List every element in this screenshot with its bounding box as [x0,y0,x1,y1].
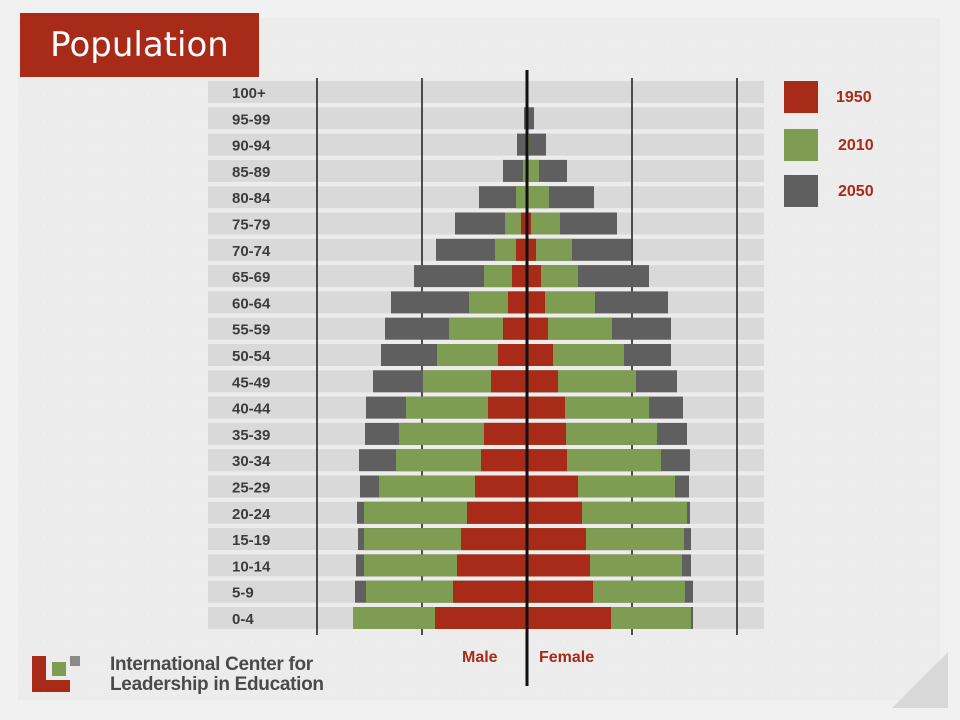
bar-1950-female-45-49 [527,370,558,393]
bar-1950-male-45-49 [491,370,527,393]
bar-1950-female-70-74 [527,238,536,261]
age-group-label: 75-79 [232,217,270,234]
bar-1950-male-5-9 [453,580,527,603]
bar-1950-male-55-59 [503,317,527,340]
bar-1950-female-65-69 [527,265,541,288]
legend-label-2010: 2010 [838,137,874,154]
bar-1950-female-30-34 [527,449,567,472]
logo-text-line1: International Center for [110,654,313,675]
age-group-label: 65-69 [232,269,270,286]
age-group-label: 100+ [232,85,266,102]
bar-1950-female-25-29 [527,475,578,498]
bar-1950-male-30-34 [481,449,527,472]
male-axis-label: Male [462,649,498,666]
bar-1950-female-35-39 [527,422,566,445]
bar-1950-female-10-14 [527,554,590,577]
bar-1950-male-10-14 [457,554,527,577]
title-banner: Population [20,13,259,77]
row-band [208,159,764,182]
bar-1950-male-70-74 [516,238,527,261]
bar-1950-female-0-4 [527,607,611,629]
legend-label-2050: 2050 [838,183,874,200]
age-group-label: 85-89 [232,164,270,181]
bar-1950-male-25-29 [475,475,527,498]
bar-2010-female-55-59 [527,317,612,340]
bar-1950-male-60-64 [508,291,527,314]
legend-swatch-1950 [784,81,818,113]
age-group-label: 0-4 [232,611,254,628]
bar-1950-female-20-24 [527,501,582,524]
organization-logo: International Center for Leadership in E… [30,654,324,696]
bar-1950-female-50-54 [527,344,553,366]
bar-2050-male-80-84 [479,186,527,209]
age-group-label: 30-34 [232,453,271,470]
bar-2050-female-95-99 [527,107,534,130]
bar-2010-female-75-79 [527,212,560,235]
age-group-label: 80-84 [232,190,271,207]
age-group-label: 5-9 [232,585,254,602]
bar-1950-male-0-4 [435,607,527,629]
bar-2010-male-80-84 [516,186,527,209]
bar-1950-female-55-59 [527,317,548,340]
age-group-label: 15-19 [232,532,270,549]
age-group-label: 55-59 [232,322,270,339]
age-group-label: 50-54 [232,348,271,365]
legend-label-1950: 1950 [836,89,872,106]
bar-1950-male-50-54 [498,344,527,366]
logo-mark-icon [32,656,80,692]
logo-text-line2: Leadership in Education [110,674,324,695]
age-group-label: 20-24 [232,506,271,523]
bar-2010-female-85-89 [527,159,539,182]
bar-2050-female-90-94 [527,133,546,156]
age-group-label: 10-14 [232,558,271,575]
age-group-label: 90-94 [232,138,271,155]
bar-1950-male-20-24 [467,501,527,524]
row-band [208,133,764,156]
bar-1950-male-65-69 [512,265,527,288]
age-group-label: 60-64 [232,295,271,312]
page-corner-decoration [892,652,948,708]
age-group-label: 25-29 [232,480,270,497]
slide-title: Population [50,25,229,65]
bar-2010-male-85-89 [523,159,527,182]
legend-swatch-2050 [784,175,818,207]
row-band [208,81,764,103]
bar-1950-male-40-44 [488,396,527,419]
age-group-label: 70-74 [232,243,271,260]
bar-1950-female-60-64 [527,291,545,314]
bar-1950-male-35-39 [484,422,527,445]
age-group-label: 45-49 [232,374,270,391]
bar-1950-male-15-19 [461,528,527,551]
bar-2050-male-90-94 [517,133,527,156]
bar-2010-female-80-84 [527,186,549,209]
age-group-label: 40-44 [232,401,271,418]
bar-1950-female-75-79 [527,212,531,235]
bar-1950-female-40-44 [527,396,565,419]
bar-2050-male-85-89 [503,159,527,182]
female-axis-label: Female [539,649,595,666]
age-group-label: 95-99 [232,111,270,128]
bar-1950-female-15-19 [527,528,586,551]
bar-2010-female-70-74 [527,238,572,261]
bar-1950-male-75-79 [521,212,527,235]
age-group-label: 35-39 [232,427,270,444]
bar-1950-female-5-9 [527,580,593,603]
legend-swatch-2010 [784,129,818,161]
row-band [208,107,764,130]
